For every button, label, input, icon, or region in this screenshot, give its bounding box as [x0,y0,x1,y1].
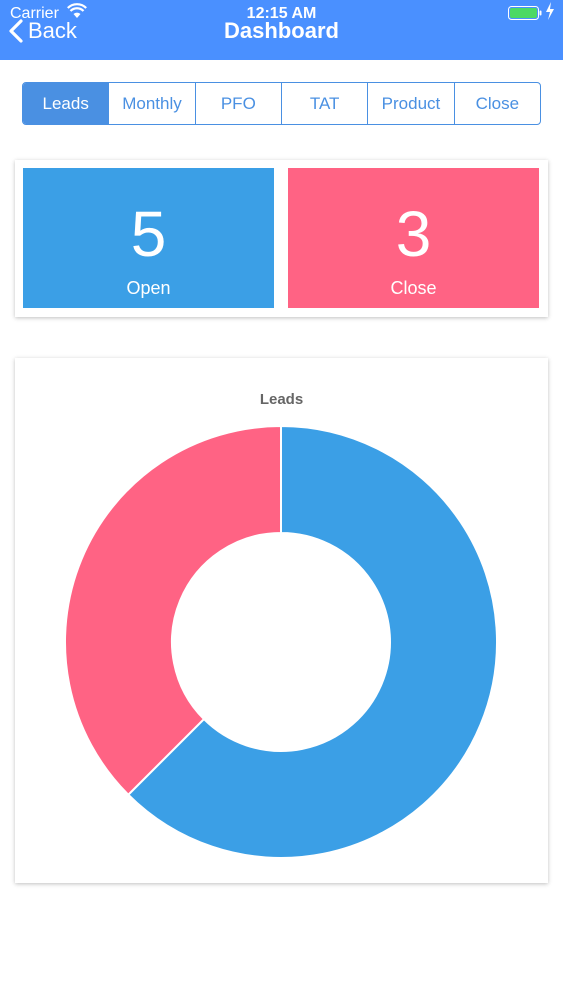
close-count: 3 [395,198,432,270]
leads-chart-card: Leads [15,358,548,883]
open-count: 5 [130,198,167,270]
segmented-tabs: Leads Monthly PFO TAT Product Close [22,82,541,125]
leads-donut-chart [64,424,498,859]
status-time: 12:15 AM [246,5,317,22]
carrier-label: Carrier [10,5,59,22]
wifi-icon [67,3,87,18]
tab-monthly[interactable]: Monthly [108,83,194,124]
status-bar: Carrier 12:15 AM [0,0,563,24]
tab-product[interactable]: Product [367,83,453,124]
close-stat-tile: 3 Close [288,168,539,308]
charging-icon [546,2,554,20]
chevron-left-icon [9,19,23,43]
open-stat-tile: 5 Open [23,168,274,308]
close-label: Close [390,278,437,298]
app-header: Carrier 12:15 AM Back Dashboard [0,0,563,60]
back-label: Back [28,18,77,43]
page-title: Dashboard [224,18,339,43]
stats-card: 5 Open 3 Close [15,160,548,317]
battery-icon [508,6,542,20]
chart-title: Leads [259,391,304,408]
open-label: Open [126,278,171,298]
donut-slice-open [126,424,498,859]
nav-bar: Back Dashboard [0,14,563,54]
tab-close[interactable]: Close [453,83,540,124]
tab-tat[interactable]: TAT [280,83,367,124]
tab-leads[interactable]: Leads [23,83,109,124]
tab-pfo[interactable]: PFO [194,83,281,124]
donut-slice-close [64,424,282,797]
back-button[interactable]: Back [8,16,77,46]
